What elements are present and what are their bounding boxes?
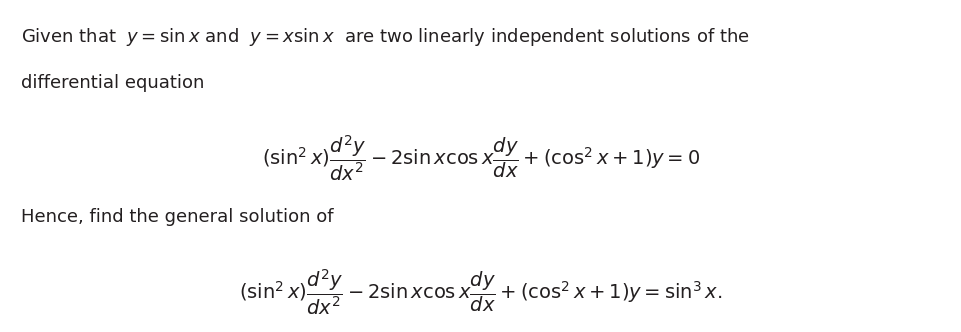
Text: $(\sin^2 x)\dfrac{d^2y}{dx^2} - 2\sin x \cos x\dfrac{dy}{dx} + (\cos^2 x + 1)y =: $(\sin^2 x)\dfrac{d^2y}{dx^2} - 2\sin x … [239, 267, 722, 317]
Text: differential equation: differential equation [21, 74, 205, 92]
Text: Hence, find the general solution of: Hence, find the general solution of [21, 208, 333, 226]
Text: $(\sin^2 x)\dfrac{d^2y}{dx^2} - 2\sin x \cos x\dfrac{dy}{dx} + (\cos^2 x + 1)y =: $(\sin^2 x)\dfrac{d^2y}{dx^2} - 2\sin x … [261, 133, 700, 183]
Text: Given that  $y=\sin x$ and  $y=x\sin x$  are two linearly independent solutions : Given that $y=\sin x$ and $y=x\sin x$ ar… [21, 27, 750, 48]
